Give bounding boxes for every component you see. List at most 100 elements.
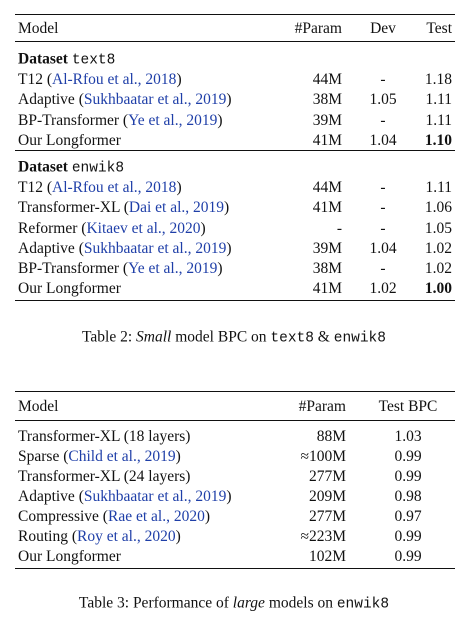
text-part: ): [226, 91, 232, 109]
text-part: enwik8: [333, 330, 386, 347]
model-name: Transformer-XL (Dai et al., 2019): [18, 198, 229, 218]
citation: Sukhbaatar et al., 2019: [83, 91, 227, 109]
text-part: Small: [136, 328, 172, 346]
cell: ≈100M: [300, 448, 346, 465]
text-part: ): [217, 260, 223, 277]
cell: 277M: [308, 508, 346, 525]
cell: -: [380, 199, 386, 217]
cell: 1.04: [369, 131, 397, 149]
cell: 1.11: [425, 111, 452, 129]
cell: -: [380, 219, 386, 237]
text-part: Dataset: [18, 158, 72, 176]
model-name: Adaptive (Sukhbaatar et al., 2019): [18, 487, 232, 507]
column-header: Model: [18, 398, 59, 415]
cell: 1.02: [369, 280, 397, 298]
text-part: model BPC on: [171, 328, 271, 346]
section-label: Dataset text8: [18, 50, 115, 71]
cell: 0.99: [394, 548, 422, 565]
cell: 1.11: [425, 179, 452, 197]
cell: 88M: [316, 428, 346, 445]
text-part: Routing (: [18, 528, 77, 545]
section-rule: [15, 150, 455, 151]
bottom-rule: [15, 568, 455, 570]
cell: 0.99: [394, 468, 422, 485]
text-part: Dataset: [18, 50, 72, 68]
citation: Sukhbaatar et al., 2019: [83, 239, 227, 257]
cell: 39M: [312, 239, 342, 257]
cell: -: [336, 219, 342, 237]
model-name: Compressive (Rae et al., 2020): [18, 507, 210, 527]
cell: 277M: [308, 468, 346, 485]
cell: 1.06: [424, 199, 452, 217]
section-label: Dataset enwik8: [18, 158, 124, 179]
citation: Al-Rfou et al., 2018: [52, 179, 177, 197]
model-name: Routing (Roy et al., 2020): [18, 527, 181, 547]
cell: 1.10: [424, 131, 452, 149]
cell: 44M: [312, 71, 342, 89]
model-name: Adaptive (Sukhbaatar et al., 2019): [18, 239, 232, 259]
cell: 1.04: [369, 239, 397, 257]
text-part: ): [176, 71, 182, 89]
citation: Child et al., 2019: [68, 448, 176, 465]
cell: 38M: [312, 91, 342, 109]
text-part: Our Longformer: [18, 280, 121, 298]
model-name: Our Longformer: [18, 131, 121, 151]
text-part: Table 3: Performance of: [78, 594, 233, 612]
text-part: &: [313, 328, 334, 346]
text-part: Sparse (: [18, 448, 69, 465]
cell: 0.99: [394, 528, 422, 545]
cell: 209M: [308, 488, 346, 505]
cell: 1.05: [369, 91, 397, 109]
text-part: Compressive (: [18, 508, 108, 525]
text-part: ): [224, 199, 230, 217]
citation: Dai et al., 2019: [128, 199, 225, 217]
text-part: enwik8: [71, 160, 125, 177]
text-part: Our Longformer: [18, 131, 121, 149]
model-name: Sparse (Child et al., 2019): [18, 447, 181, 467]
text-part: Adaptive (: [18, 488, 84, 505]
text-part: Reformer (: [18, 219, 87, 237]
cell: 102M: [308, 548, 346, 565]
cell: 41M: [312, 131, 342, 149]
column-header: Test BPC: [378, 398, 438, 415]
cell: 1.05: [424, 219, 452, 237]
text-part: BP-Transformer (: [18, 111, 129, 129]
cell: -: [380, 179, 386, 197]
text-part: Transformer-XL (: [18, 199, 129, 217]
text-part: ): [226, 239, 232, 257]
header-rule: [15, 41, 455, 42]
cell: 0.97: [394, 508, 422, 525]
cell: 0.98: [394, 488, 422, 505]
column-header: Dev: [370, 20, 396, 37]
text-part: ): [226, 488, 232, 505]
cell: ≈223M: [300, 528, 346, 545]
text-part: ): [204, 508, 211, 525]
cell: 44M: [312, 179, 342, 197]
text-part: models on: [264, 594, 337, 612]
text-part: large: [232, 594, 265, 612]
model-name: Our Longformer: [18, 279, 121, 299]
citation: Al-Rfou et al., 2018: [52, 71, 177, 89]
citation: Roy et al., 2020: [77, 528, 176, 545]
citation: Ye et al., 2019: [128, 260, 218, 277]
column-header: Model: [18, 20, 59, 37]
text-part: ): [200, 219, 206, 237]
text-part: text8: [270, 330, 314, 347]
cell: 41M: [312, 280, 342, 298]
text-part: ): [176, 179, 182, 197]
text-part: enwik8: [336, 596, 390, 613]
text-part: Transformer-XL (18 layers): [18, 428, 191, 445]
model-name: Transformer-XL (18 layers): [18, 427, 190, 447]
model-name: Our Longformer: [18, 547, 121, 567]
caption: Table 3: Performance of large models on …: [79, 594, 389, 615]
top-rule: [15, 14, 455, 16]
model-name: BP-Transformer (Ye et al., 2019): [18, 259, 223, 279]
cell: 1.02: [424, 239, 452, 257]
model-name: Reformer (Kitaev et al., 2020): [18, 219, 206, 239]
model-name: Transformer-XL (24 layers): [18, 467, 190, 487]
model-name: T12 (Al-Rfou et al., 2018): [18, 178, 182, 198]
text-part: text8: [71, 52, 116, 69]
model-name: T12 (Al-Rfou et al., 2018): [18, 70, 182, 90]
cell: 1.02: [424, 260, 452, 277]
cell: 39M: [312, 111, 342, 129]
